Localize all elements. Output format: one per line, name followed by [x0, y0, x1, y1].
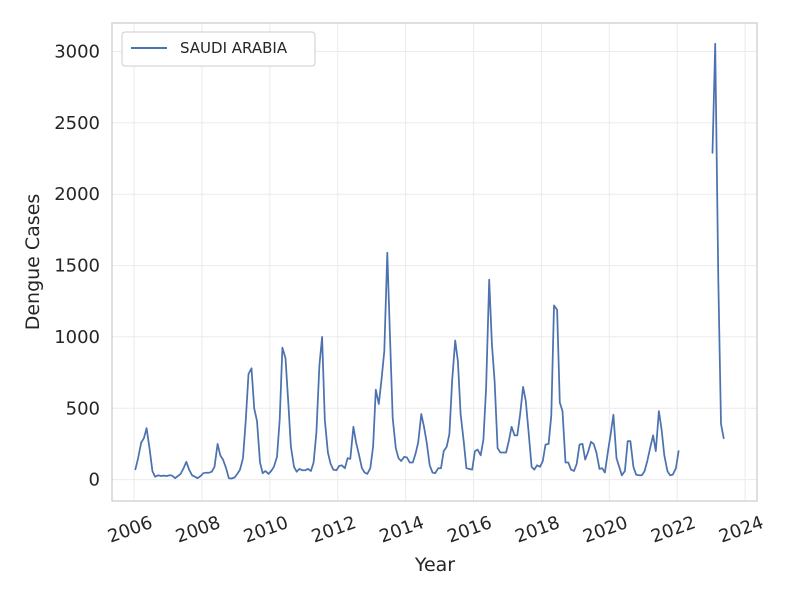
- plot-frame: [111, 22, 758, 502]
- x-tick-label: 2018: [512, 512, 562, 547]
- x-tick-label: 2014: [377, 512, 427, 547]
- series-line-saudi-arabia: [134, 251, 680, 480]
- plot-area: [112, 23, 757, 501]
- grid: [112, 23, 757, 501]
- legend-box: [121, 31, 316, 67]
- series-line-saudi-arabia: [711, 42, 725, 440]
- x-tick-label: 2020: [580, 512, 630, 547]
- series-layer: [134, 42, 725, 480]
- y-tick-label: 0: [89, 470, 100, 491]
- y-axis-title: Dengue Cases: [22, 194, 44, 331]
- y-tick-label: 2500: [54, 113, 100, 134]
- x-tick-label: 2006: [105, 512, 155, 547]
- legend: SAUDI ARABIA: [121, 31, 316, 67]
- x-tick-label: 2008: [173, 512, 223, 547]
- y-tick-label: 1000: [54, 327, 100, 348]
- x-tick-label: 2010: [241, 512, 291, 547]
- legend-label-saudi-arabia: SAUDI ARABIA: [180, 39, 288, 57]
- x-tick-label: 2024: [716, 512, 766, 547]
- x-tick-label: 2012: [309, 512, 359, 547]
- y-tick-label: 2000: [54, 184, 100, 205]
- y-tick-label: 500: [66, 398, 100, 419]
- x-tick-label: 2016: [445, 512, 495, 547]
- x-axis-title: Year: [414, 554, 455, 576]
- y-tick-label: 1500: [54, 256, 100, 277]
- y-tick-label: 3000: [54, 42, 100, 63]
- x-tick-label: 2022: [648, 512, 698, 547]
